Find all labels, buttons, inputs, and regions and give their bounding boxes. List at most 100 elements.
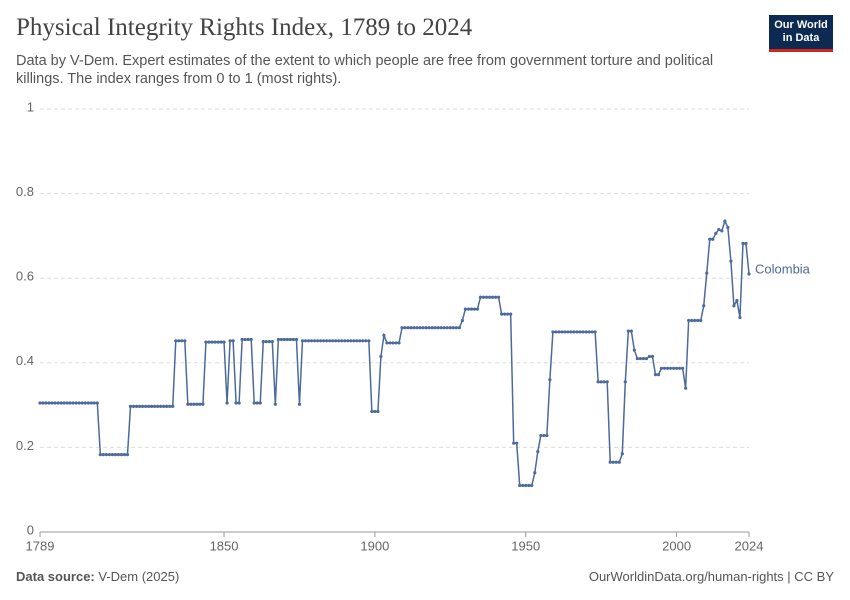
point [490, 295, 495, 299]
point [134, 404, 139, 408]
point [237, 401, 241, 405]
point [137, 404, 142, 408]
point [168, 404, 172, 408]
point [720, 229, 724, 233]
point [122, 452, 127, 457]
point [162, 404, 166, 408]
point [708, 237, 712, 241]
point [732, 304, 736, 308]
point [349, 339, 353, 343]
logo-line: in Data [782, 32, 820, 44]
point [602, 380, 606, 384]
point [125, 452, 130, 457]
point [325, 339, 329, 343]
point [297, 402, 302, 406]
point [533, 471, 537, 475]
point [509, 312, 513, 316]
point [475, 307, 480, 311]
point [382, 333, 386, 337]
point [542, 433, 546, 438]
point [258, 401, 262, 405]
point [388, 341, 392, 345]
point [340, 339, 344, 343]
point [690, 318, 694, 323]
point [741, 241, 745, 246]
point [159, 404, 163, 408]
point [545, 433, 549, 438]
point [337, 339, 341, 343]
y-tick-label: 0 [27, 522, 34, 537]
point [44, 401, 48, 405]
point [653, 373, 658, 377]
point [328, 339, 332, 343]
point [668, 366, 673, 370]
point [385, 341, 389, 345]
point [632, 348, 636, 352]
point [231, 339, 235, 343]
point [95, 401, 99, 405]
point [463, 307, 467, 311]
point [472, 307, 477, 311]
point [723, 219, 727, 223]
point [518, 483, 522, 488]
footer-link[interactable]: OurWorldinData.org/human-rights | CC BY [588, 569, 834, 584]
point [288, 337, 293, 342]
point [681, 366, 685, 370]
point [364, 339, 368, 343]
point [300, 339, 305, 343]
point [611, 460, 615, 464]
point [478, 295, 483, 299]
point [427, 326, 431, 330]
point [71, 401, 75, 405]
point [539, 433, 543, 438]
point [527, 483, 531, 488]
point [192, 402, 196, 406]
point [696, 318, 700, 323]
point [56, 401, 60, 405]
point [198, 402, 202, 406]
point [551, 330, 555, 334]
point [487, 295, 492, 299]
point [222, 340, 226, 344]
point [128, 404, 133, 408]
point [665, 366, 670, 370]
point [346, 339, 350, 343]
point [650, 354, 655, 359]
point [605, 380, 609, 384]
point [322, 339, 326, 343]
x-tick-label: 2000 [662, 538, 691, 553]
point [548, 378, 552, 382]
point [623, 380, 627, 384]
point [524, 483, 528, 488]
point [726, 225, 730, 230]
source-text: V-Dem (2025) [98, 569, 180, 584]
y-tick-label: 0.4 [16, 353, 34, 368]
point [687, 318, 691, 323]
point [451, 326, 455, 330]
point [403, 326, 407, 330]
point [578, 330, 582, 334]
point [557, 330, 561, 334]
point [279, 337, 283, 342]
point [180, 339, 184, 343]
point [445, 326, 449, 330]
point [635, 356, 639, 361]
point [361, 339, 365, 343]
point [104, 452, 108, 457]
point [216, 340, 220, 344]
point [110, 452, 115, 457]
point [312, 339, 317, 343]
point [165, 404, 169, 408]
point [246, 337, 250, 342]
point [303, 339, 308, 343]
point [98, 452, 102, 457]
point [460, 318, 464, 323]
point [80, 401, 84, 405]
point [255, 401, 259, 405]
point [590, 330, 594, 334]
chart-title: Physical Integrity Rights Index, 1789 to… [16, 14, 473, 41]
point [240, 337, 244, 342]
point [593, 330, 597, 334]
logo[interactable]: Our World in Data [769, 15, 833, 52]
